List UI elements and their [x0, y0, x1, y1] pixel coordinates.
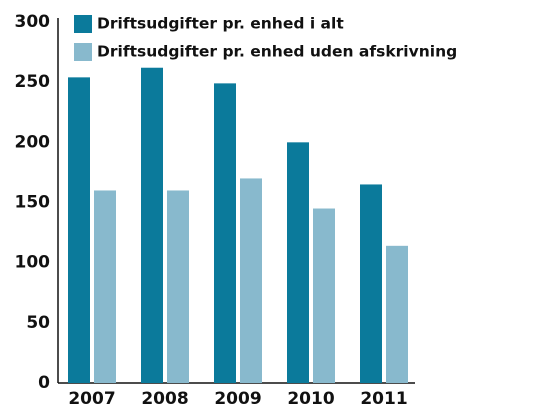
x-tick-label: 2008 — [141, 389, 188, 408]
y-tick-label: 0 — [38, 373, 50, 393]
y-tick-label: 50 — [26, 313, 50, 333]
bar — [240, 178, 262, 383]
y-tick-label: 150 — [15, 193, 51, 213]
y-tick-label: 250 — [15, 72, 51, 92]
legend-swatch — [74, 43, 92, 61]
bar — [94, 190, 116, 383]
y-tick-label: 100 — [15, 253, 51, 273]
x-tick-label: 2010 — [287, 389, 334, 408]
bar — [287, 142, 309, 383]
y-tick-label: 300 — [15, 12, 51, 32]
bar — [386, 245, 408, 383]
bar — [68, 77, 90, 383]
bar — [313, 208, 335, 383]
bar — [167, 190, 189, 383]
bar — [360, 184, 382, 383]
x-tick-label: 2007 — [68, 389, 115, 408]
y-tick-label: 200 — [15, 132, 51, 152]
bar — [141, 67, 163, 383]
legend-swatch — [74, 15, 92, 33]
x-tick-label: 2009 — [214, 389, 261, 408]
bar — [214, 83, 236, 384]
legend-label: Driftsudgifter pr. enhed i alt — [97, 15, 344, 33]
x-tick-label: 2011 — [360, 389, 407, 408]
legend-label: Driftsudgifter pr. enhed uden afskrivnin… — [97, 43, 457, 61]
